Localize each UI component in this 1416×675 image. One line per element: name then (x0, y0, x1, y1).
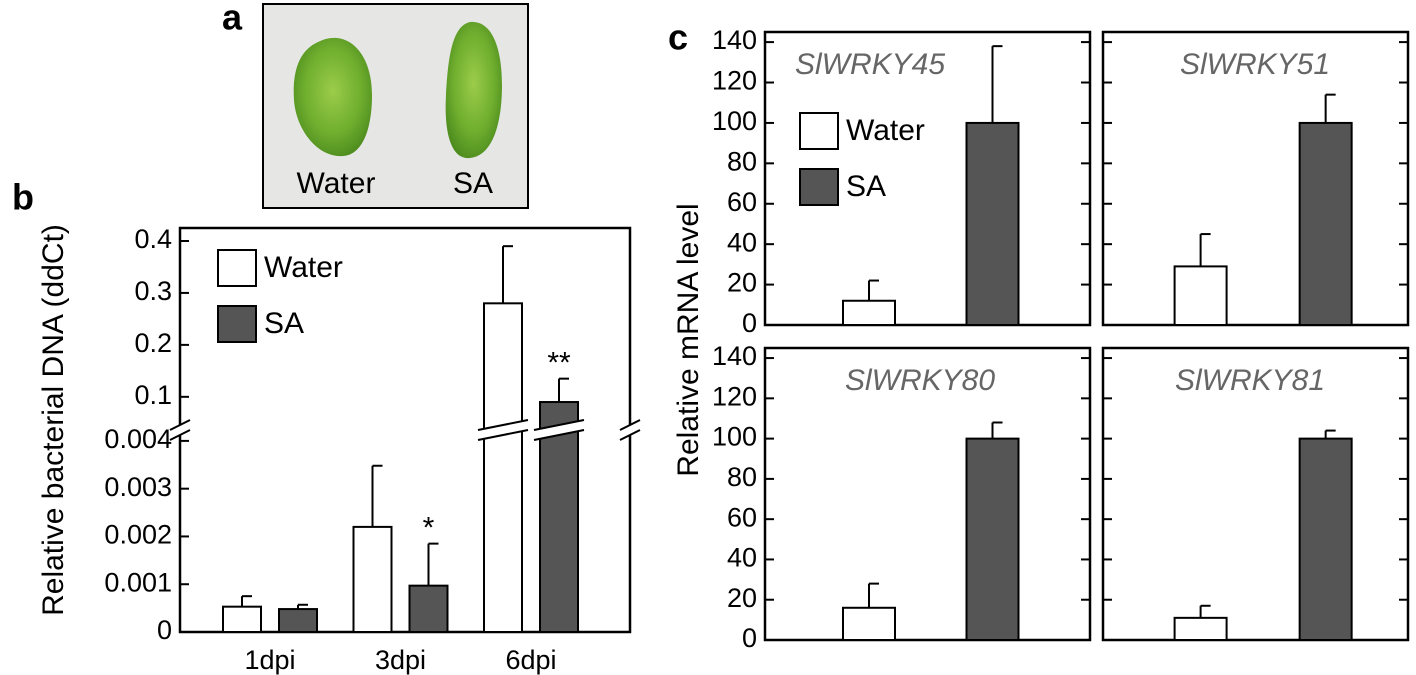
y-tick-label: 0 (742, 308, 757, 338)
bar (352, 525, 393, 633)
x-tick-label: 6dpi (505, 645, 556, 675)
legend-label: SA (264, 307, 304, 340)
panel-letter: b (12, 177, 34, 218)
y-tick-label: 100 (712, 106, 757, 136)
x-tick-label: 1dpi (244, 645, 295, 675)
leaf (445, 21, 502, 159)
subplot-title: SlWRKY45 (795, 48, 945, 81)
legend-swatch (799, 168, 839, 206)
legend-label: Water (264, 251, 343, 284)
y-tick-label: 60 (727, 187, 757, 217)
photo-panel: a Water SA (222, 0, 529, 209)
y-tick-label: 0 (742, 623, 757, 653)
bar (1173, 265, 1228, 326)
axis-break (169, 419, 191, 431)
legend-swatch (217, 305, 257, 343)
subplot-title: SlWRKY80 (845, 364, 995, 397)
legend-label: SA (846, 170, 886, 203)
leaf (293, 37, 372, 157)
panel-letter: c (668, 17, 688, 58)
subplot-title: SlWRKY81 (1175, 364, 1325, 397)
bar (1173, 616, 1228, 641)
significance-label: ** (547, 347, 571, 380)
y-tick-label: 80 (727, 462, 757, 492)
axis-break (477, 429, 529, 441)
axis-break (170, 420, 190, 440)
axis-break (534, 420, 584, 440)
y-tick-label: 40 (727, 543, 757, 573)
y-axis-label: Relative bacterial DNA (ddCt) (37, 224, 70, 616)
y-tick-label: 120 (712, 381, 757, 411)
y-tick-label: 0.002 (104, 520, 172, 550)
y-tick-label: 0 (157, 615, 172, 645)
significance-label: * (423, 512, 435, 545)
y-axis-label: Relative mRNA level (672, 203, 705, 476)
bar (842, 606, 896, 641)
legend-swatch (217, 249, 257, 287)
y-tick-label: 0.3 (134, 276, 172, 306)
x-tick-label: 3dpi (375, 645, 426, 675)
y-tick-label: 0.004 (104, 424, 172, 454)
plot-frame (1101, 30, 1410, 327)
y-tick-label: 0.1 (134, 380, 172, 410)
axis-break (477, 419, 529, 431)
bar (278, 608, 318, 634)
panel-letter: a (222, 0, 243, 38)
bar (965, 437, 1020, 641)
legend-label: Water (846, 114, 925, 147)
y-tick-label: 80 (727, 146, 757, 176)
axis-break (620, 420, 640, 440)
bar (539, 401, 579, 633)
y-tick-label: 0.001 (104, 567, 172, 597)
axis-break (169, 429, 191, 441)
axis-break (533, 429, 585, 441)
bar (965, 121, 1020, 327)
legend-swatch (799, 112, 839, 150)
y-tick-label: 60 (727, 502, 757, 532)
y-tick-label: 40 (727, 227, 757, 257)
y-tick-label: 120 (712, 66, 757, 96)
bar (1298, 121, 1353, 327)
axis-break (478, 420, 528, 440)
bar (408, 584, 449, 633)
y-tick-label: 20 (727, 268, 757, 298)
axis-break (619, 429, 641, 441)
y-tick-label: 0.2 (134, 328, 172, 358)
axis-break (619, 419, 641, 431)
y-tick-label: 100 (712, 422, 757, 452)
plot-frame (763, 346, 1092, 642)
y-tick-label: 20 (727, 583, 757, 613)
subplot-title: SlWRKY51 (1180, 48, 1330, 81)
y-tick-label: 140 (712, 341, 757, 371)
y-tick-label: 0.003 (104, 472, 172, 502)
bar (842, 299, 896, 326)
bar (222, 605, 262, 633)
plot-frame (763, 30, 1092, 327)
axis-break (533, 419, 585, 431)
y-tick-label: 140 (712, 25, 757, 55)
photo-label: Water (297, 167, 376, 200)
y-tick-label: 0.4 (134, 224, 172, 254)
bar (1298, 437, 1353, 641)
bar (483, 302, 523, 633)
photo-label: SA (453, 167, 493, 200)
plot-frame (1101, 346, 1410, 642)
